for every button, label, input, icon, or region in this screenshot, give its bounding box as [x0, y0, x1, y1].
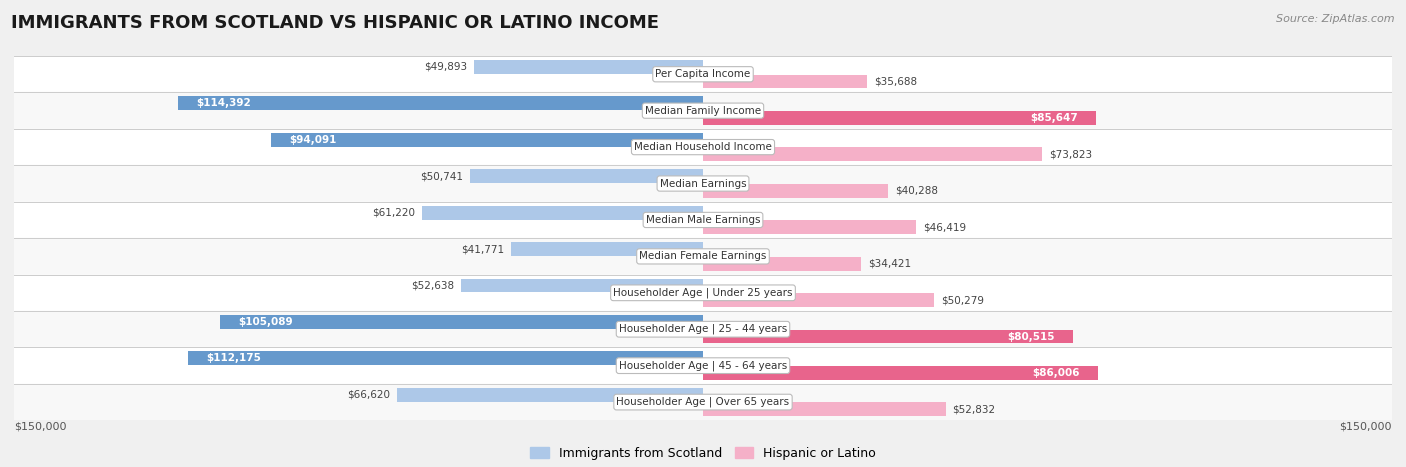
Bar — [14, 56, 1392, 92]
Bar — [177, 97, 703, 110]
Text: $80,515: $80,515 — [1007, 332, 1054, 341]
Text: $50,741: $50,741 — [420, 171, 463, 181]
Text: Householder Age | 25 - 44 years: Householder Age | 25 - 44 years — [619, 324, 787, 334]
Bar — [461, 279, 703, 292]
Bar — [14, 129, 1392, 165]
Text: $73,823: $73,823 — [1049, 149, 1092, 159]
Text: $41,771: $41,771 — [461, 244, 505, 254]
Text: $105,089: $105,089 — [239, 317, 294, 327]
Text: $49,893: $49,893 — [423, 62, 467, 72]
Bar — [703, 366, 1098, 380]
Text: $114,392: $114,392 — [195, 99, 250, 108]
Text: $66,620: $66,620 — [347, 390, 389, 400]
Text: $52,832: $52,832 — [952, 404, 995, 414]
Text: Median Family Income: Median Family Income — [645, 106, 761, 116]
Text: $34,421: $34,421 — [868, 259, 911, 269]
Text: IMMIGRANTS FROM SCOTLAND VS HISPANIC OR LATINO INCOME: IMMIGRANTS FROM SCOTLAND VS HISPANIC OR … — [11, 14, 659, 32]
Text: $35,688: $35,688 — [873, 77, 917, 86]
Bar — [271, 133, 703, 147]
Bar — [703, 257, 860, 270]
Text: Median Earnings: Median Earnings — [659, 178, 747, 189]
Bar — [14, 202, 1392, 238]
Text: $61,220: $61,220 — [373, 208, 415, 218]
Bar — [14, 92, 1392, 129]
Bar — [14, 347, 1392, 384]
Bar — [703, 184, 889, 198]
Text: $85,647: $85,647 — [1031, 113, 1078, 123]
Bar — [703, 330, 1073, 343]
Text: $46,419: $46,419 — [924, 222, 966, 232]
Text: $112,175: $112,175 — [207, 354, 262, 363]
Bar — [703, 75, 868, 88]
Text: Householder Age | Over 65 years: Householder Age | Over 65 years — [616, 397, 790, 407]
Bar — [396, 388, 703, 402]
Bar — [14, 275, 1392, 311]
Text: $52,638: $52,638 — [411, 281, 454, 290]
Text: $40,288: $40,288 — [896, 186, 938, 196]
Bar — [703, 293, 934, 307]
Text: $86,006: $86,006 — [1032, 368, 1080, 378]
Text: $50,279: $50,279 — [941, 295, 984, 305]
Text: Median Female Earnings: Median Female Earnings — [640, 251, 766, 262]
Text: Median Male Earnings: Median Male Earnings — [645, 215, 761, 225]
Bar — [470, 170, 703, 183]
Bar — [703, 148, 1042, 161]
Bar — [188, 352, 703, 365]
Text: Per Capita Income: Per Capita Income — [655, 69, 751, 79]
Text: $150,000: $150,000 — [14, 421, 66, 431]
Bar — [703, 403, 946, 416]
Text: $150,000: $150,000 — [1340, 421, 1392, 431]
Text: Householder Age | Under 25 years: Householder Age | Under 25 years — [613, 288, 793, 298]
Bar — [14, 384, 1392, 420]
Text: Source: ZipAtlas.com: Source: ZipAtlas.com — [1277, 14, 1395, 24]
Bar — [512, 242, 703, 256]
Legend: Immigrants from Scotland, Hispanic or Latino: Immigrants from Scotland, Hispanic or La… — [524, 442, 882, 465]
Bar — [14, 165, 1392, 202]
Text: $94,091: $94,091 — [290, 135, 336, 145]
Bar — [14, 311, 1392, 347]
Bar — [703, 220, 917, 234]
Bar — [221, 315, 703, 329]
Bar — [474, 60, 703, 74]
Bar — [14, 238, 1392, 275]
Text: Householder Age | 45 - 64 years: Householder Age | 45 - 64 years — [619, 361, 787, 371]
Text: Median Household Income: Median Household Income — [634, 142, 772, 152]
Bar — [703, 111, 1097, 125]
Bar — [422, 206, 703, 219]
